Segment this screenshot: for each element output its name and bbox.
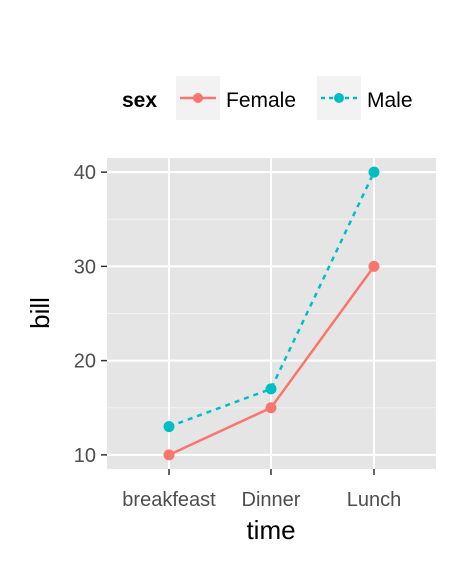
series-layer bbox=[163, 166, 380, 461]
x-axis-title: time bbox=[246, 515, 295, 545]
legend-key-female-point bbox=[193, 93, 203, 103]
data-point-female bbox=[265, 402, 277, 414]
x-tick-label: Dinner bbox=[242, 489, 301, 511]
y-tick-label: 40 bbox=[74, 162, 96, 184]
x-tick-label: breakfeast bbox=[122, 489, 216, 511]
y-tick-label: 20 bbox=[74, 351, 96, 373]
legend-label-male: Male bbox=[367, 89, 413, 112]
gridlines bbox=[107, 158, 436, 469]
y-axis-title: bill bbox=[25, 297, 55, 329]
y-axis: 10 20 30 40 bbox=[74, 162, 107, 467]
data-point-male bbox=[265, 383, 277, 395]
data-point-female bbox=[368, 260, 380, 272]
legend-label-female: Female bbox=[226, 89, 296, 112]
legend-key-male-point bbox=[334, 93, 344, 103]
legend: sex Female Male bbox=[122, 76, 413, 120]
legend-title: sex bbox=[122, 89, 157, 112]
x-tick-label: Lunch bbox=[347, 489, 402, 511]
data-point-female bbox=[163, 449, 175, 461]
y-tick-label: 10 bbox=[74, 445, 96, 467]
y-tick-label: 30 bbox=[74, 256, 96, 278]
data-point-male bbox=[163, 421, 175, 433]
x-axis: breakfeast Dinner Lunch bbox=[122, 469, 401, 511]
data-point-male bbox=[368, 166, 380, 178]
